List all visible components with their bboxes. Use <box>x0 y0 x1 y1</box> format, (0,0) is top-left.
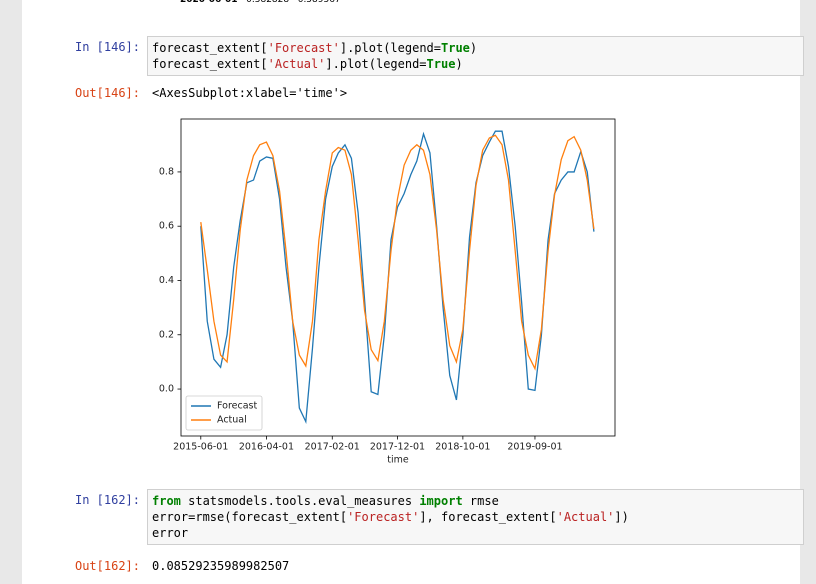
output-text: <AxesSubplot:xlabel='time'> <box>152 86 348 100</box>
x-tick-label: 2015-06-01 <box>173 442 228 453</box>
code-token: forecast_extent[ <box>152 57 268 71</box>
code-line: forecast_extent['Forecast'].plot(legend=… <box>152 40 799 56</box>
code-token: ].plot(legend= <box>339 41 441 55</box>
legend-label: Forecast <box>217 401 257 412</box>
x-tick-label: 2017-12-01 <box>370 442 425 453</box>
code-line: from statsmodels.tools.eval_measures imp… <box>152 493 799 509</box>
plot-area <box>180 118 616 437</box>
legend-label: Actual <box>217 415 247 426</box>
output-text: 0.08529235989982507 <box>152 559 290 573</box>
y-tick-label: 0.2 <box>159 329 174 340</box>
output-prompt: Out[162]: <box>74 559 140 573</box>
x-tick-label: 2016-04-01 <box>239 442 294 453</box>
y-tick-label: 0.8 <box>159 166 174 177</box>
y-tick-label: 0.4 <box>159 275 174 286</box>
code-token: 'Forecast' <box>267 41 340 55</box>
cell-value: 0.582828 <box>246 0 290 5</box>
output-prompt: Out[146]: <box>74 86 140 100</box>
code-token: ], forecast_extent[ <box>419 510 557 524</box>
code-line: error=rmse(forecast_extent['Forecast'], … <box>152 509 799 525</box>
code-token: ) <box>455 57 463 71</box>
code-token: ) <box>469 41 478 55</box>
code-cell[interactable]: forecast_extent['Forecast'].plot(legend=… <box>147 36 804 76</box>
code-token: ]) <box>614 510 629 524</box>
code-token: statsmodels.tools.eval_measures <box>180 494 420 508</box>
legend-box <box>185 395 263 431</box>
code-cell[interactable]: from statsmodels.tools.eval_measures imp… <box>147 489 804 545</box>
x-tick-label: 2017-02-01 <box>305 442 360 453</box>
x-tick-label: 2019-09-01 <box>507 442 562 453</box>
y-tick-label: 0.0 <box>159 384 174 395</box>
code-token: error <box>152 526 189 540</box>
code-token: error=rmse(forecast_extent[ <box>152 510 348 524</box>
code-token: forecast_extent[ <box>152 41 268 55</box>
code-line: forecast_extent['Actual'].plot(legend=Tr… <box>152 56 799 72</box>
code-token: rmse <box>462 494 499 508</box>
code-token: import <box>419 494 463 508</box>
series-line <box>200 134 595 371</box>
code-token: 'Actual' <box>556 510 615 524</box>
previous-output: 2020-06-01 0.582828 0.589567 <box>180 0 341 5</box>
cell-value: 0.589567 <box>297 0 341 5</box>
code-token: ].plot(legend= <box>325 57 427 71</box>
code-line: error <box>152 525 799 541</box>
code-token: True <box>426 57 456 71</box>
x-tick-label: 2018-10-01 <box>435 442 490 453</box>
input-prompt: In [162]: <box>74 493 140 507</box>
code-token: 'Forecast' <box>347 510 420 524</box>
input-prompt: In [146]: <box>74 40 140 54</box>
row-index: 2020-06-01 <box>180 0 238 5</box>
y-tick-label: 0.6 <box>159 221 174 232</box>
series-line <box>200 130 595 425</box>
code-token: True <box>441 41 470 55</box>
code-token: 'Actual' <box>267 57 326 71</box>
code-token: from <box>152 494 181 508</box>
x-axis-label: time <box>387 455 409 466</box>
